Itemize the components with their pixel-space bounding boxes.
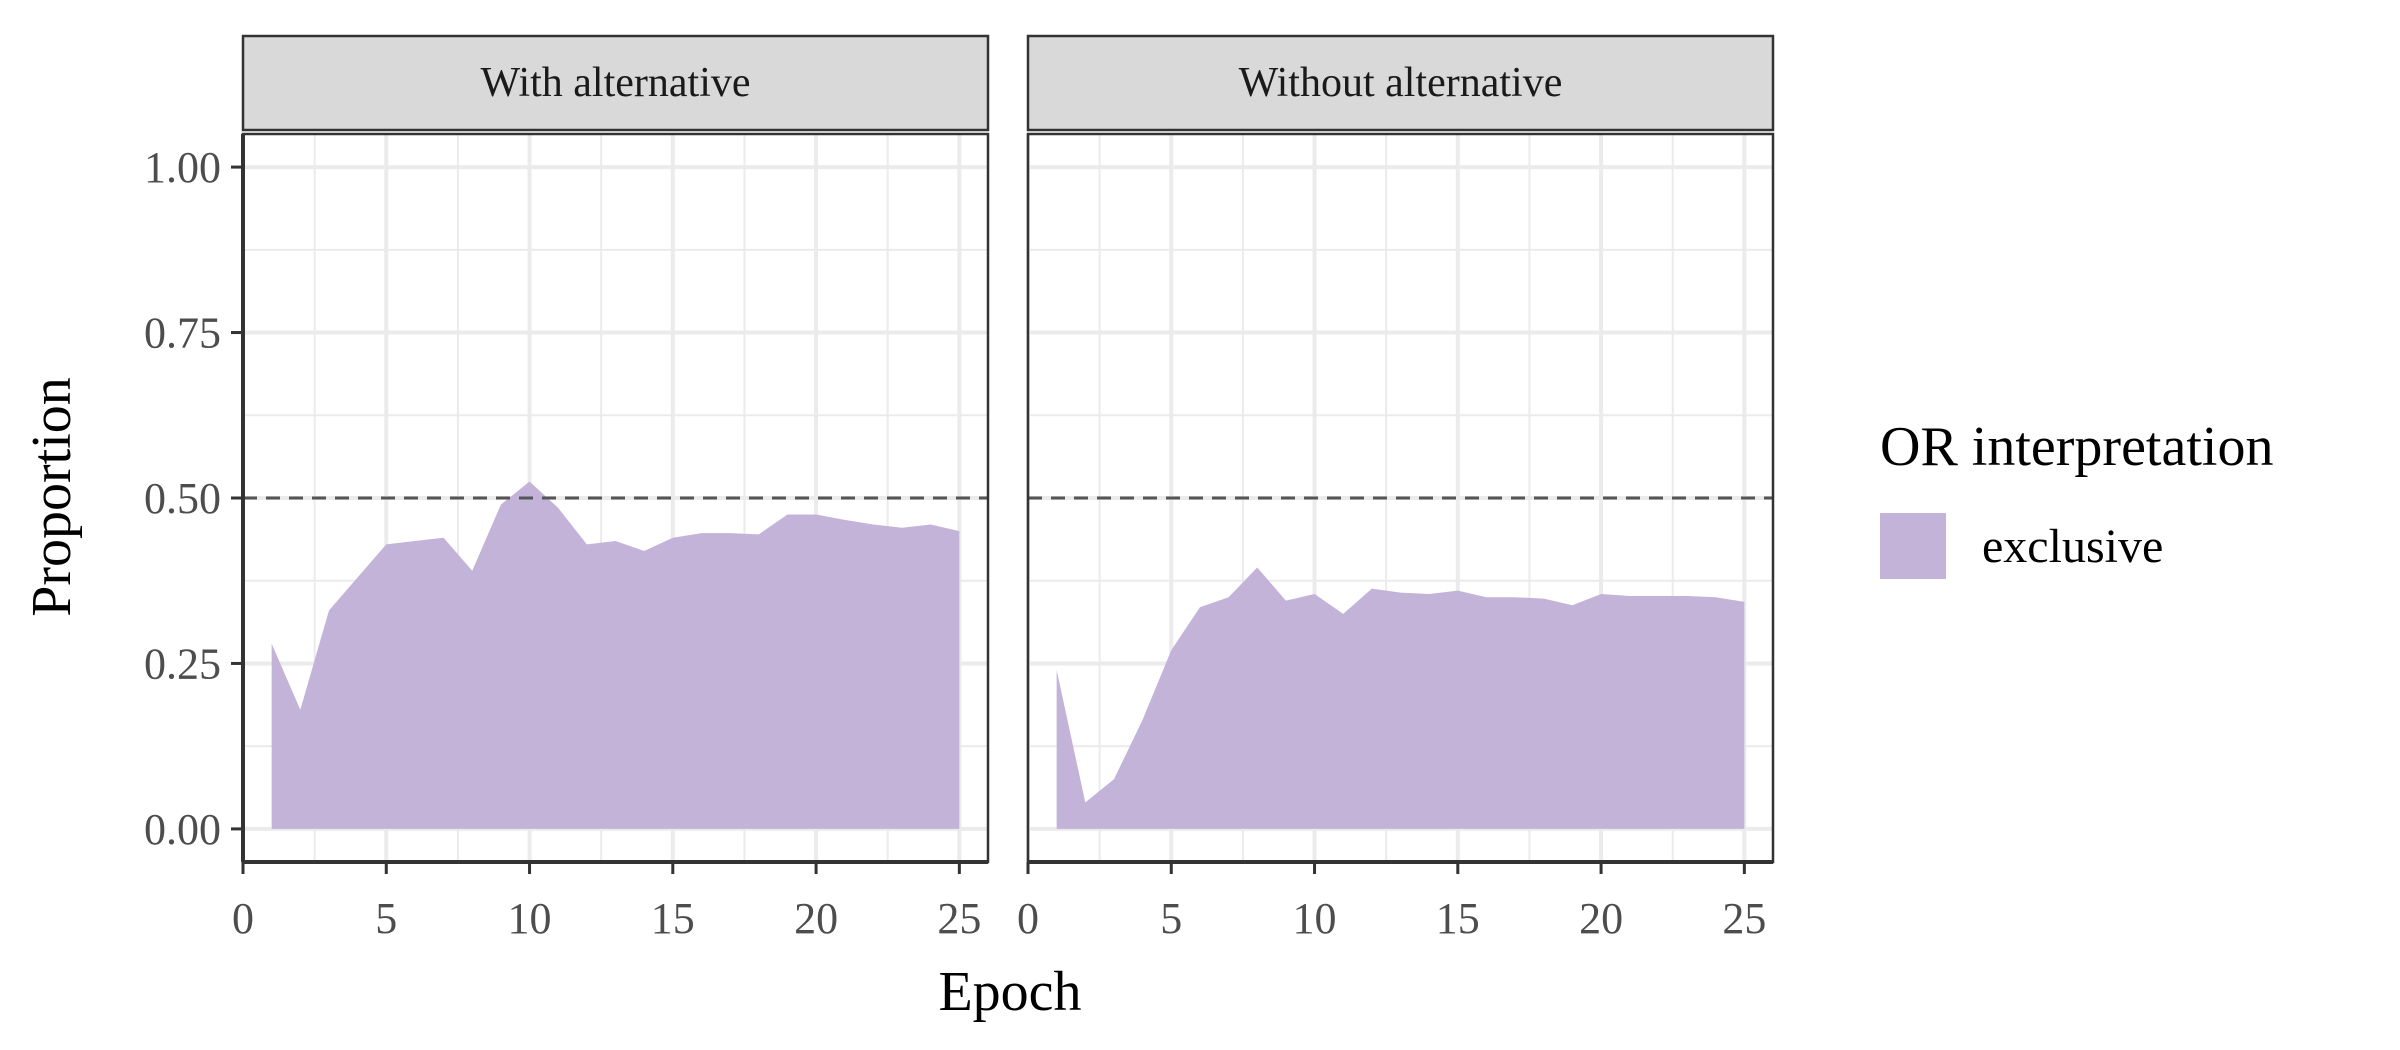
facet-strip <box>1026 34 1775 132</box>
y-tick-label: 0.50 <box>144 474 221 523</box>
x-tick-label: 5 <box>1160 894 1182 943</box>
x-tick-label: 15 <box>1436 894 1480 943</box>
panels-layer: With alternative Without alternative <box>241 34 1775 864</box>
facet-strip-label: Without alternative <box>1239 60 1563 106</box>
x-tick-label: 20 <box>1579 894 1623 943</box>
y-tick-label: 1.00 <box>144 143 221 192</box>
panel-1: With alternative <box>241 34 990 864</box>
x-tick-label: 20 <box>794 894 838 943</box>
facet-strip <box>241 34 990 132</box>
x-tick-label: 15 <box>651 894 695 943</box>
panel-2: Without alternative <box>1026 34 1775 864</box>
area-series-exclusive <box>271 481 960 829</box>
x-axis-title: Epoch <box>938 961 1081 1023</box>
axes-layer: 0 5 10 15 20 25 0 5 10 15 20 25 0.00 0.25 0.50 0.75 1.00 <box>144 134 1773 943</box>
x-tick-label: 10 <box>1293 894 1337 943</box>
y-tick-label: 0.00 <box>144 805 221 854</box>
legend-title: OR interpretation <box>1880 416 2273 478</box>
y-tick-label: 0.25 <box>144 639 221 688</box>
facet-strip-label: With alternative <box>480 60 750 106</box>
y-tick-label: 0.75 <box>144 309 221 358</box>
area-series-exclusive <box>1056 567 1745 829</box>
x-tick-label: 0 <box>232 894 254 943</box>
x-tick-label: 25 <box>937 894 981 943</box>
y-axis-title: Proportion <box>21 377 83 617</box>
x-tick-label: 10 <box>508 894 552 943</box>
x-tick-label: 0 <box>1017 894 1039 943</box>
legend-label-exclusive: exclusive <box>1982 520 2163 573</box>
legend-key-exclusive <box>1880 513 1946 579</box>
legend: OR interpretation exclusive <box>1880 416 2273 579</box>
x-tick-label: 5 <box>375 894 397 943</box>
x-tick-label: 25 <box>1722 894 1766 943</box>
